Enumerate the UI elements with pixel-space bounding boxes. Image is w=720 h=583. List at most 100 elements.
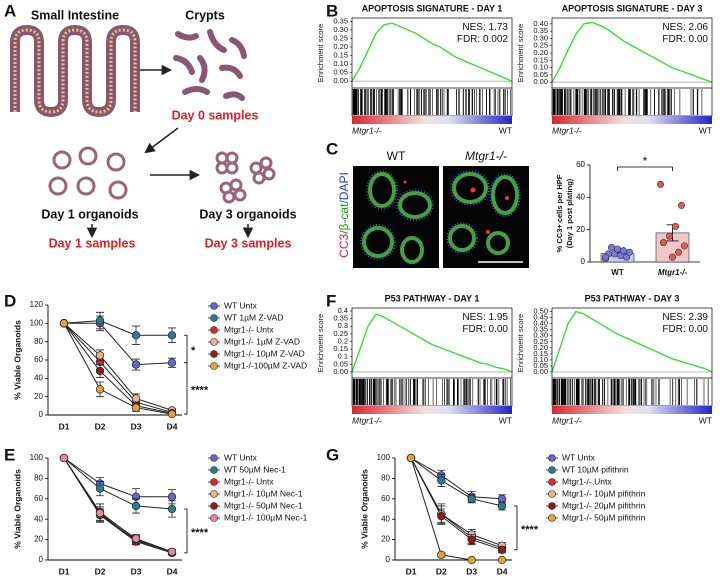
- image-label: Mtgr1-/-: [465, 149, 507, 163]
- y-axis-label: % Viable Organoids: [12, 469, 22, 549]
- y-tick-label: 0.15: [333, 344, 348, 353]
- panel-label: A: [4, 1, 16, 20]
- data-point: [131, 534, 141, 543]
- y-tick-label: 100: [30, 453, 44, 462]
- y-tick-label: 0.30: [533, 331, 548, 340]
- x-tick-label: D4: [167, 566, 178, 576]
- y-tick-label: 0.05: [533, 70, 548, 79]
- legend-label: Mtgr1-/- 10µM Nec-1: [224, 488, 303, 498]
- data-point: [625, 248, 633, 256]
- image-label: WT: [387, 149, 406, 163]
- series-line: [64, 322, 173, 366]
- y-tick-label: 0.35: [333, 16, 348, 25]
- y-tick-label: 0.00: [533, 367, 548, 376]
- legend-label: WT Untx: [562, 452, 596, 462]
- y-tick-label: 0.25: [333, 329, 348, 338]
- hit-barcode: [552, 379, 709, 405]
- legend-marker: [548, 454, 556, 462]
- data-point: [665, 232, 673, 240]
- data-point: [607, 243, 615, 251]
- phenotype-label: Mtgr1-/-: [552, 125, 582, 135]
- data-point: [131, 501, 141, 511]
- legend-marker: [548, 502, 556, 510]
- legend-label: WT 10µM pifithrin: [562, 464, 629, 474]
- y-tick-label: 20: [576, 225, 585, 234]
- y-tick-label: 0.30: [533, 33, 548, 42]
- stat-value: 2.06: [689, 22, 709, 33]
- y-tick-label: 0.1: [338, 352, 348, 361]
- data-point: [467, 555, 476, 565]
- y-tick-label: 60: [576, 160, 585, 169]
- y-tick-label: 0.20: [533, 343, 548, 352]
- panel-label: F: [326, 291, 336, 310]
- y-tick-label: 0.20: [333, 42, 348, 51]
- stat-text: NES: 2.06: [662, 22, 708, 33]
- y-tick-label: 0.25: [333, 33, 348, 42]
- diagram-label: Day 0 samples: [172, 108, 259, 122]
- phenotype-label: Mtgr1-/-: [552, 415, 582, 425]
- y-tick-label: 120: [30, 300, 44, 309]
- y-tick-label: 0.15: [333, 51, 348, 60]
- data-point: [131, 403, 141, 412]
- significance-bracket: [184, 334, 188, 364]
- series-line: [63, 457, 172, 498]
- stat-value: 0.00: [689, 34, 709, 45]
- hit-barcode: [552, 89, 703, 115]
- legend-label: WT Untx: [224, 300, 258, 310]
- legend-marker: [210, 302, 218, 310]
- y-tick-label: 40: [381, 514, 390, 523]
- series-line: [63, 457, 173, 510]
- stat-value: 1.95: [489, 312, 509, 323]
- panel-label: C: [326, 139, 338, 158]
- y-tick-label: 0.10: [533, 63, 548, 72]
- data-point: [467, 494, 476, 503]
- data-point: [167, 358, 177, 367]
- y-tick-label: 0.35: [533, 325, 548, 334]
- y-tick-label: 80: [381, 474, 390, 483]
- stat-value: 2.39: [689, 312, 709, 323]
- legend-label: Mtgr1-/- 50µM pifithrin: [562, 512, 646, 522]
- y-tick-label: 0.05: [333, 68, 348, 77]
- stat-text: FDR: 0.00: [662, 34, 708, 45]
- intestine: [10, 24, 140, 118]
- data-point: [437, 511, 446, 521]
- y-tick-label: 0: [386, 555, 391, 564]
- x-tick-label: Mtgr1-/-: [658, 268, 688, 277]
- y-tick-label: 0.2: [338, 336, 348, 345]
- data-point: [95, 351, 105, 360]
- data-point: [497, 545, 507, 554]
- y-tick-label: 0.05: [333, 359, 348, 368]
- y-tick-label: 0.15: [533, 55, 548, 64]
- legend-marker: [210, 338, 218, 346]
- legend-marker: [210, 454, 218, 462]
- intestine-lining: [13, 28, 137, 114]
- diagram-label: Small Intestine: [31, 8, 119, 22]
- y-tick-label: 60: [34, 494, 43, 503]
- legend-label: WT 1µM Z-VAD: [224, 312, 283, 322]
- x-tick-label: D2: [95, 421, 106, 431]
- enrichment-curve: [551, 310, 713, 373]
- series-line: [410, 457, 503, 551]
- y-axis-label: % CC3+ cells per HPF: [555, 174, 564, 252]
- y-tick-label: 0.30: [333, 25, 348, 34]
- stat-label: NES:: [462, 312, 485, 323]
- legend-label: Mtgr1-/- Untx: [562, 476, 612, 486]
- data-point: [95, 385, 105, 394]
- significance-label: *: [191, 345, 196, 357]
- y-tick-label: 40: [576, 192, 585, 201]
- data-point: [95, 484, 105, 493]
- y-axis-label: Enrichment score: [516, 24, 525, 82]
- y-axis-label: % Viable Organoids: [359, 469, 369, 549]
- hit-barcode: [352, 379, 511, 405]
- series-line: [63, 320, 172, 336]
- data-point: [668, 253, 676, 261]
- significance-label: ****: [521, 524, 539, 536]
- data-point: [497, 501, 507, 511]
- y-tick-label: 80: [34, 337, 43, 346]
- legend-marker: [210, 350, 218, 358]
- stat-label: NES:: [462, 22, 485, 33]
- enrichment-curve: [351, 22, 513, 82]
- legend-marker: [210, 490, 218, 498]
- stain-label: CC3/β-cat/DAPI: [337, 172, 351, 258]
